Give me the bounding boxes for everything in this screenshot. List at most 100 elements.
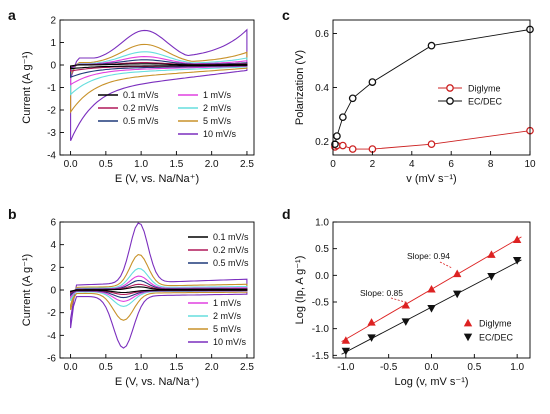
- panel-a-y-tick-label: -2: [47, 106, 56, 117]
- panel-d-point: [512, 235, 522, 243]
- panel-a: a 0.0 0.5 1.0 1.5 2.0 2.5 -4 -3 -2 -1 0 1 2 0.1 mV/s…: [8, 7, 255, 185]
- panel-b-y-tick-label: 2: [50, 263, 56, 274]
- panel-d-x-tick-label: 0.0: [425, 362, 439, 373]
- panel-d-point: [367, 334, 376, 342]
- panel-a-y-tick-label: 2: [50, 16, 56, 27]
- panel-b-letter: b: [8, 206, 17, 222]
- panel-a-curve-0.1mVs: [70, 63, 248, 70]
- panel-b-legend: 0.1 mV/s 0.2 mV/s 0.5 mV/s 1 mV/s 2 mV/s 5 mV…: [188, 232, 249, 347]
- panel-d-legend: Diglyme EC/DEC: [463, 318, 514, 343]
- panel-c-point: [338, 141, 347, 150]
- panel-d-x-axis-label: Log (v, mV s⁻¹): [394, 376, 468, 388]
- panel-b-x-tick-label: 2.5: [240, 362, 254, 373]
- legend-label: 0.5 mV/s: [123, 116, 159, 126]
- panel-d-y-tick-label: -1.5: [312, 351, 330, 362]
- panel-a-y-tick-label: 1: [50, 38, 56, 49]
- panel-d-y-axis-label: Log (Ip, A g⁻¹): [294, 256, 306, 325]
- panel-b-y-axis-label: Current (A g⁻¹): [21, 254, 33, 326]
- panel-c-y-tick-label: 0.4: [315, 83, 329, 94]
- panel-c-legend: Diglyme EC/DEC: [438, 84, 503, 107]
- panel-d-y-tick-label: -0.5: [312, 298, 330, 309]
- panel-c-y-tick-label: 0.2: [315, 137, 329, 148]
- legend-label: 10 mV/s: [203, 129, 237, 139]
- panel-d-point: [401, 318, 411, 326]
- panel-c: c 0 2 4 6 8 10 0.2 0.4 0.6 Diglyme EC/DEC v (mV s…: [282, 7, 536, 185]
- panel-b-cv-curves: [70, 222, 248, 349]
- legend-label: 0.5 mV/s: [213, 258, 249, 268]
- legend-label: EC/DEC: [479, 333, 514, 343]
- panel-d-x-tick-label: -1.0: [337, 362, 355, 373]
- panel-c-point: [427, 140, 436, 149]
- panel-d-point: [367, 318, 376, 326]
- panel-d-point: [452, 290, 462, 299]
- panel-c-point: [338, 113, 347, 122]
- panel-b-x-tick-label: 2.0: [205, 362, 219, 373]
- panel-b-curve-0.1mVs: [70, 286, 248, 294]
- panel-a-y-tick-label: 0: [50, 61, 56, 72]
- panel-b-x-tick-label: 1.5: [169, 362, 183, 373]
- panel-b-x-tick-label: 1.0: [134, 362, 148, 373]
- legend-label: 0.2 mV/s: [123, 103, 159, 113]
- panel-a-x-tick-label: 1.0: [134, 159, 148, 170]
- legend-label: EC/DEC: [468, 97, 503, 107]
- panel-d-point: [341, 347, 351, 356]
- panel-c-series: [331, 25, 534, 153]
- panel-c-x-tick-label: 2: [370, 159, 376, 170]
- legend-marker: [446, 97, 454, 105]
- panel-c-x-tick-label: 10: [524, 159, 536, 170]
- panel-b-y-tick-label: 0: [50, 286, 56, 297]
- panel-d-letter: d: [282, 206, 291, 222]
- panel-a-x-tick-label: 1.5: [169, 159, 183, 170]
- legend-label: 0.1 mV/s: [213, 232, 249, 242]
- panel-c-x-tick-label: 4: [409, 159, 415, 170]
- panel-b-x-tick-label: 0.0: [64, 362, 78, 373]
- panel-c-x-tick-label: 0: [330, 159, 336, 170]
- legend-label: 10 mV/s: [213, 337, 247, 347]
- legend-marker: [463, 318, 473, 327]
- panel-a-curve-10mVs: [70, 28, 248, 142]
- panel-d-point: [452, 269, 462, 278]
- legend-label: 5 mV/s: [203, 116, 232, 126]
- legend-label: 0.2 mV/s: [213, 245, 249, 255]
- panel-c-point: [427, 41, 436, 50]
- panel-a-x-axis-label: E (V, vs. Na/Na⁺): [115, 173, 199, 185]
- panel-c-y-tick-label: 0.6: [315, 29, 329, 40]
- legend-marker: [446, 84, 454, 92]
- panel-a-y-tick-label: -1: [47, 83, 56, 94]
- annotation-leader: [390, 297, 406, 303]
- panel-d-point: [512, 257, 522, 265]
- panel-a-cv-curves: [70, 28, 248, 142]
- panel-d-y-tick-label: 0.0: [315, 271, 329, 282]
- panel-a-x-tick-label: 2.5: [240, 159, 254, 170]
- annotation-leader: [439, 261, 453, 269]
- panel-b-y-tick-label: -2: [47, 308, 56, 319]
- panel-b-y-tick-label: -4: [47, 331, 56, 342]
- slope-annotation-diglyme: Slope: 0.94: [407, 251, 450, 261]
- panel-d-point: [401, 301, 411, 309]
- panel-b-y-tick-label: -6: [47, 354, 56, 365]
- legend-label: 1 mV/s: [203, 90, 232, 100]
- panel-d-x-tick-label: 1.0: [510, 362, 524, 373]
- panel-b-y-tick-label: 6: [50, 218, 56, 229]
- panel-d-point: [427, 305, 436, 313]
- slope-annotation-ecdec: Slope: 0.85: [360, 288, 403, 298]
- panel-c-x-axis-label: v (mV s⁻¹): [406, 173, 456, 185]
- panel-a-letter: a: [8, 7, 16, 23]
- panel-c-y-axis-label: Polarization (V): [294, 50, 306, 125]
- legend-marker: [463, 333, 473, 342]
- panel-d-point: [487, 273, 496, 281]
- panel-c-letter: c: [282, 7, 290, 23]
- panel-b-x-axis-label: E (V, vs. Na/Na⁺): [115, 376, 199, 388]
- panel-d-y-tick-label: 1.0: [315, 218, 329, 229]
- panel-b-curve-5mVs: [70, 253, 248, 321]
- panel-a-y-tick-label: -4: [47, 151, 56, 162]
- legend-label: 2 mV/s: [213, 311, 242, 321]
- legend-label: 1 mV/s: [213, 298, 242, 308]
- panel-b-curve-10mVs: [70, 222, 248, 349]
- panel-a-curve-5mVs: [70, 43, 248, 114]
- panel-a-x-tick-label: 0.0: [64, 159, 78, 170]
- panel-a-y-tick-label: -3: [47, 128, 56, 139]
- panel-a-legend: 0.1 mV/s 1 mV/s 0.2 mV/s 2 mV/s 0.5 mV/s 5 mV…: [98, 90, 237, 139]
